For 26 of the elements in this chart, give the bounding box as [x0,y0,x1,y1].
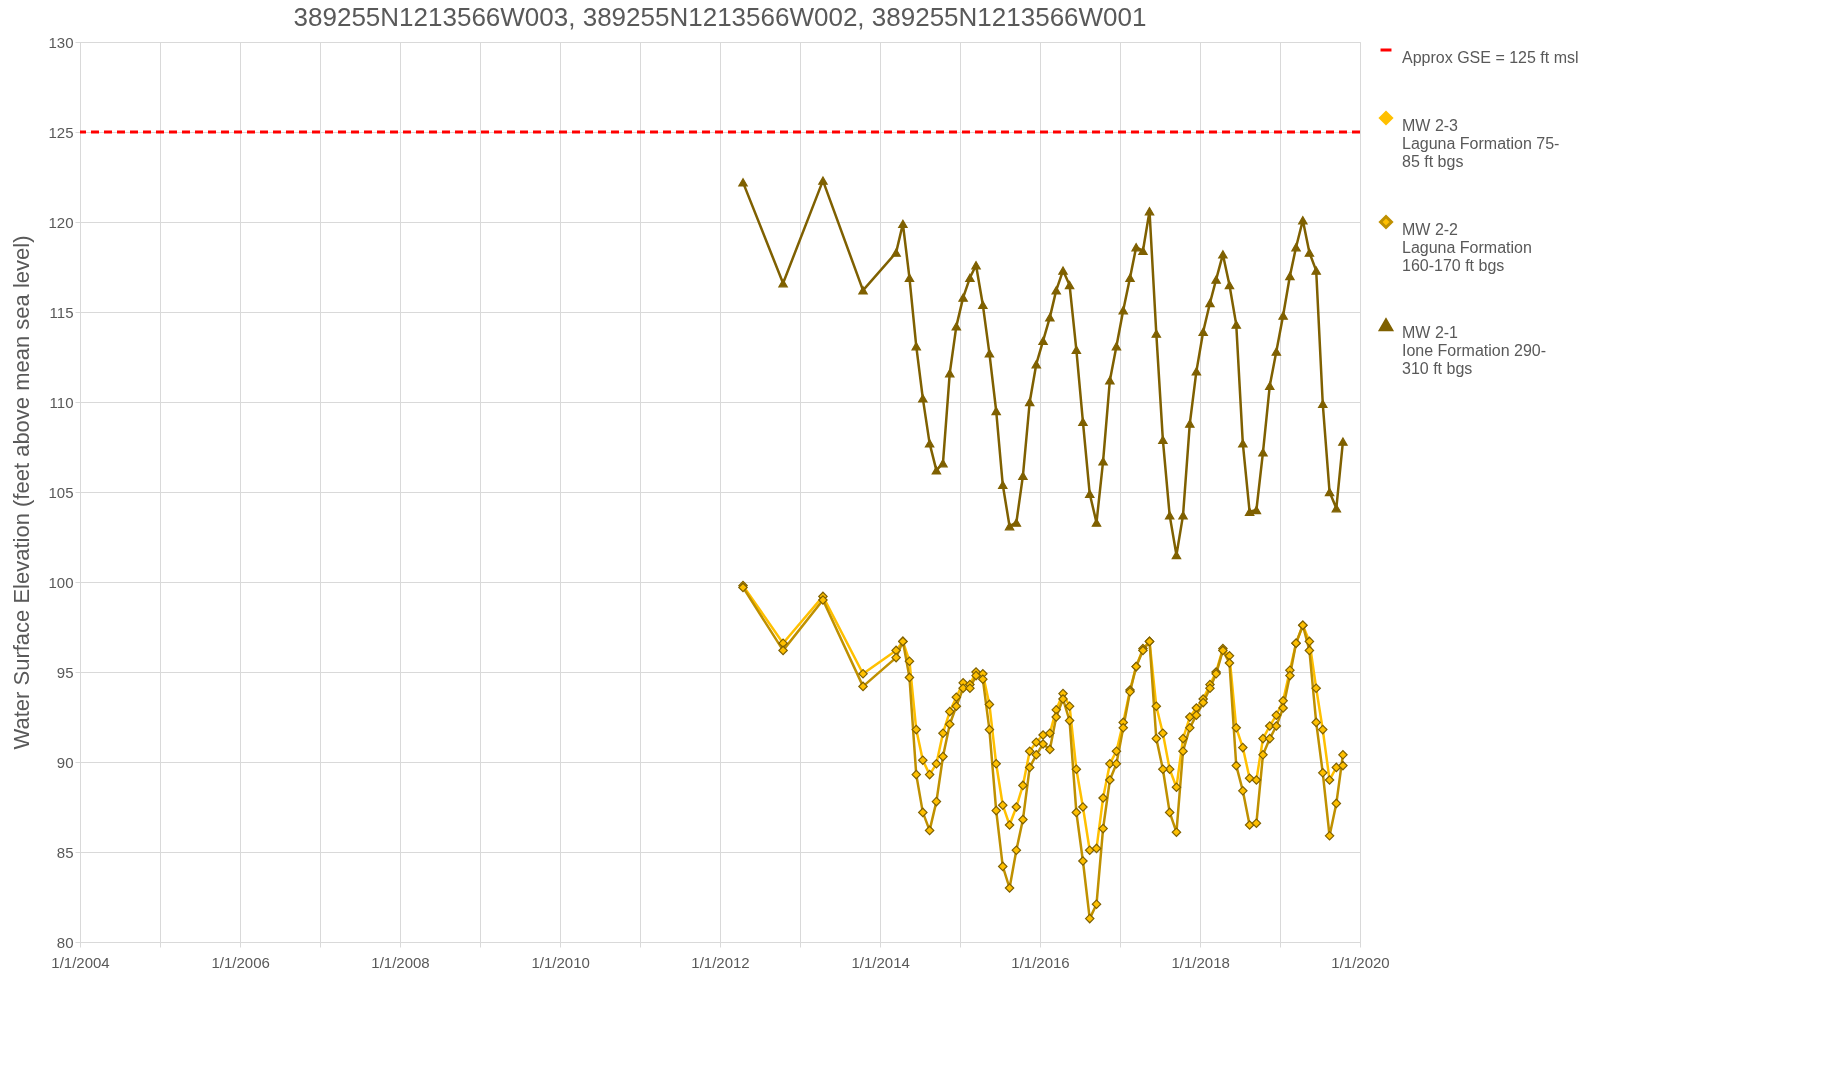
x-tick-label: 1/1/2010 [531,953,590,971]
y-tick-label: 110 [49,393,74,411]
x-tick-label: 1/1/2006 [211,953,270,971]
y-tick-label: 105 [48,483,74,501]
y-tick-label: 100 [48,573,74,591]
y-tick-label: 85 [56,843,74,861]
y-tick-label: 120 [48,213,74,231]
y-tick-label: 115 [49,303,74,321]
y-axis-title: Water Surface Elevation (feet above mean sea level) [9,235,35,750]
x-tick-label: 1/1/2004 [51,953,110,971]
legend-label: MW 2-1 Ione Formation 290- 310 ft bgs [1402,324,1547,377]
legend-label: MW 2-3 Laguna Formation 75- 85 ft bgs [1402,117,1560,170]
y-tick-label: 90 [56,753,74,771]
x-tick-label: 1/1/2008 [371,953,430,971]
legend-label: Approx GSE = 125 ft msl [1402,49,1579,66]
x-tick-label: 1/1/2020 [1331,953,1390,971]
y-tick-label: 80 [56,933,74,951]
x-tick-label: 1/1/2014 [851,953,910,971]
y-tick-label: 95 [56,663,74,681]
y-tick-label: 125 [48,123,74,141]
y-tick-label: 130 [48,33,74,51]
x-tick-label: 1/1/2018 [1171,953,1230,971]
x-tick-label: 1/1/2012 [691,953,750,971]
chart-title: 389255N1213566W003, 389255N1213566W002, 389255N1213566W001 [293,2,1147,32]
x-tick-label: 1/1/2016 [1011,953,1070,971]
legend-label: MW 2-2 Laguna Formation 160-170 ft bgs [1402,221,1532,274]
